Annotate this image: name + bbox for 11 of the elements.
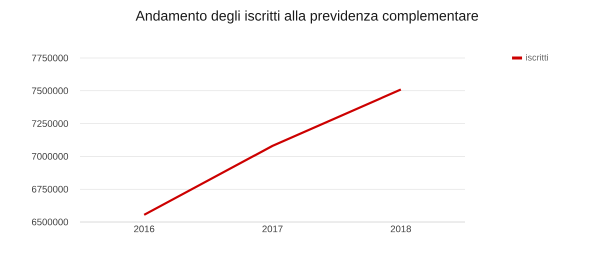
x-tick-label: 2016 [134, 226, 154, 232]
y-tick-label: 7000000 [32, 153, 68, 160]
chart-title: Andamento degli iscritti alla previdenza complementare [136, 10, 478, 24]
y-tick-label: 6500000 [32, 218, 68, 226]
x-tick-label: 2017 [262, 226, 283, 232]
y-tick-label: 7500000 [32, 87, 68, 94]
y-tick-label: 6750000 [32, 186, 68, 193]
legend-label: iscritti [526, 54, 548, 61]
x-tick-label: 2018 [390, 226, 411, 232]
y-tick-label: 7750000 [32, 54, 68, 62]
y-tick-label: 7250000 [32, 120, 68, 127]
